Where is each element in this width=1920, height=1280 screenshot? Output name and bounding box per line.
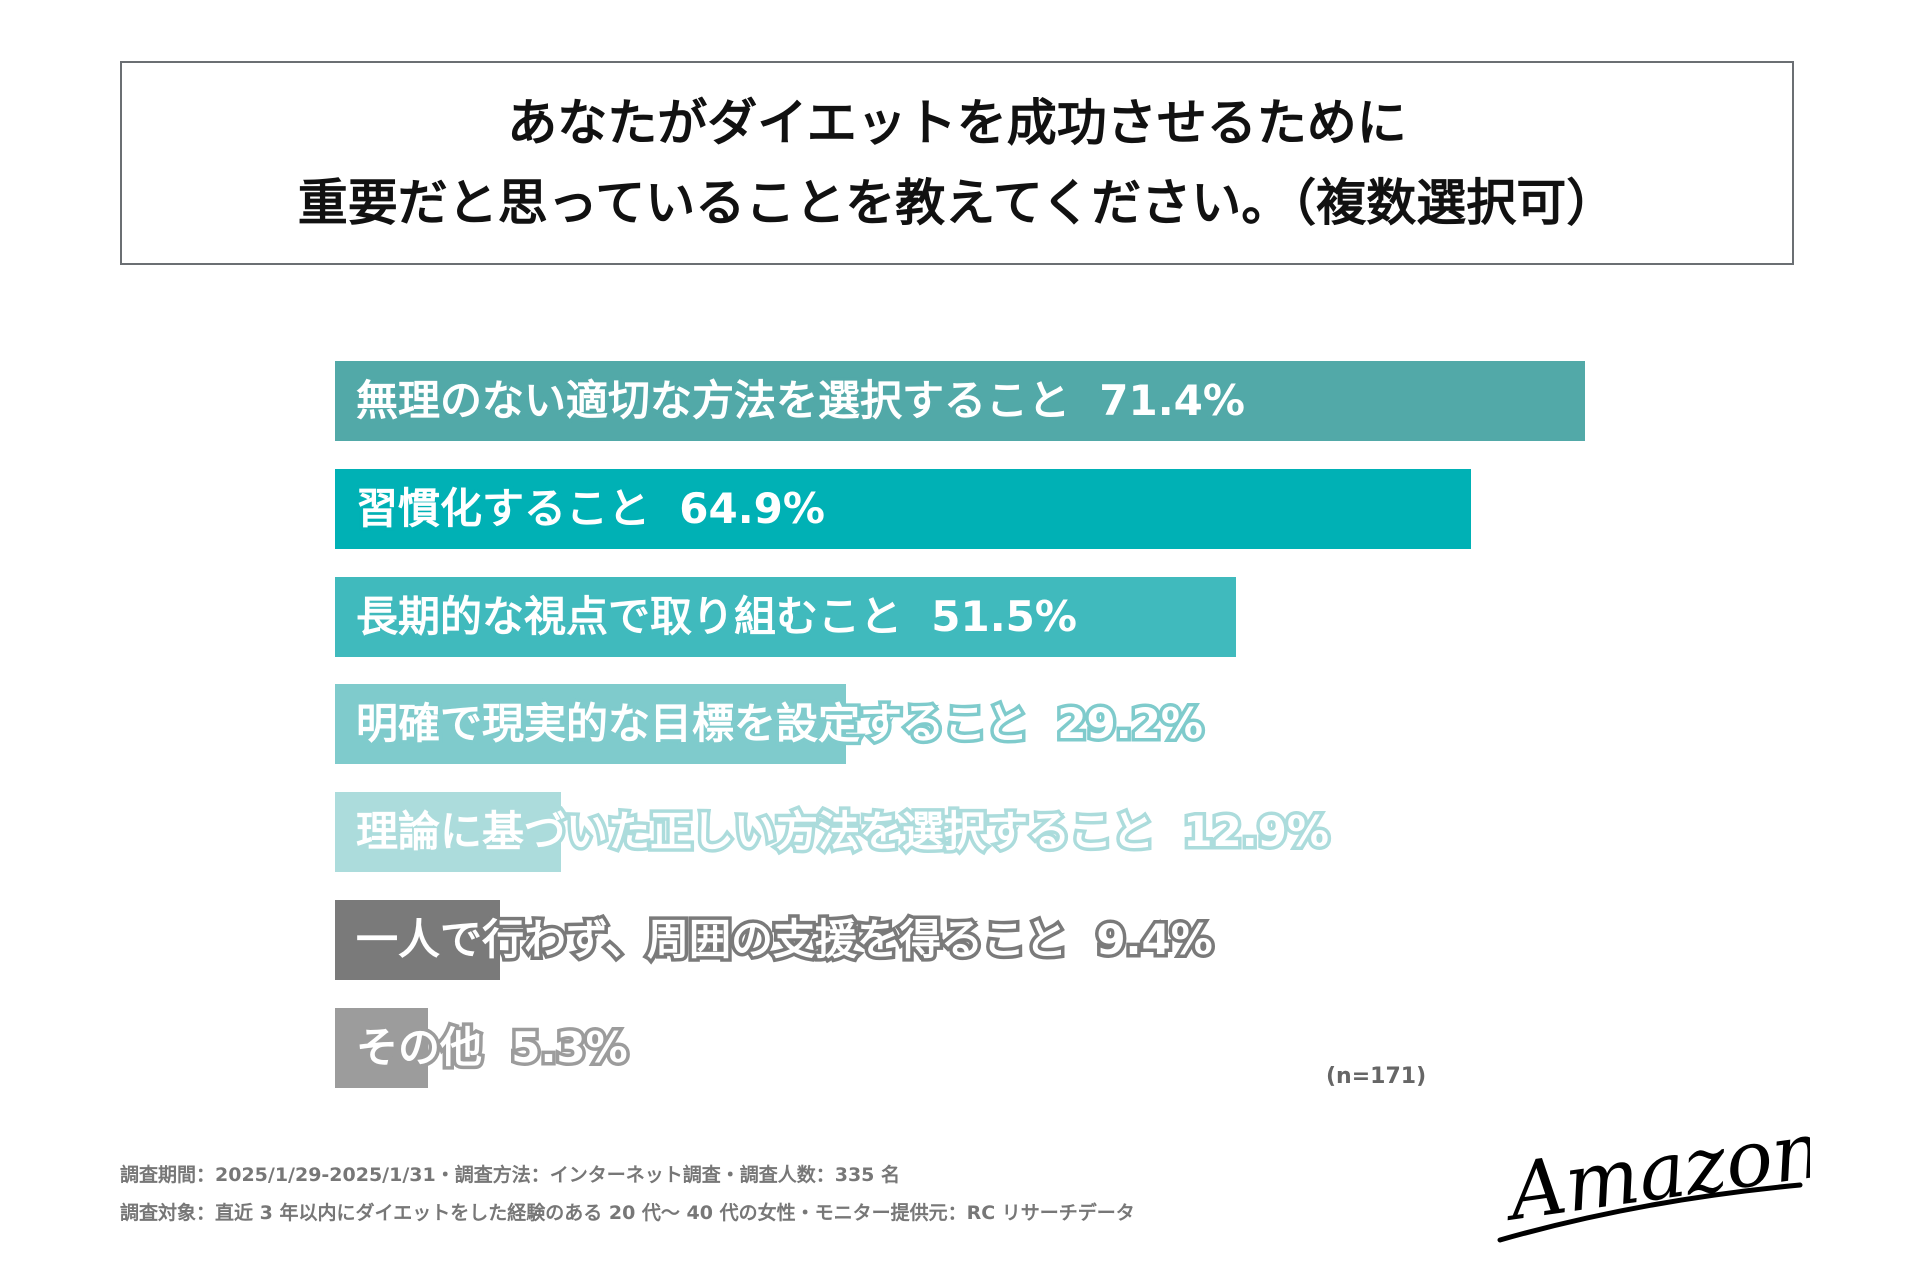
- bar-5: [335, 792, 561, 873]
- bar-4: [335, 684, 846, 765]
- category-label: その他: [352, 1019, 485, 1075]
- bar-label-5: 理論に基づいた正しい方法を選択すること 12.9%: [352, 792, 1333, 872]
- survey-target-note: 調査対象：直近 3 年以内にダイエットをした経験のある 20 代～ 40 代の女…: [120, 1202, 1135, 1224]
- survey-period-note: 調査期間：2025/1/29-2025/1/31・調査方法：インターネット調査・…: [120, 1164, 901, 1186]
- bar-label-6: 一人で行わず、周囲の支援を得ること 9.4%: [352, 900, 1217, 980]
- bar-7: [335, 1007, 428, 1088]
- title-line-1: あなたがダイエットを成功させるために: [507, 94, 1407, 152]
- bar-label-3: 長期的な視点で取り組むこと 51.5%: [352, 577, 1081, 657]
- category-label: 理論に基づいた正しい方法を選択すること: [352, 804, 1157, 860]
- bar-3: [335, 576, 1237, 657]
- bar-label-4: 明確で現実的な目標を設定すること 29.2%: [352, 684, 1207, 764]
- bar-label-1: 無理のない適切な方法を選択すること 71.4%: [352, 361, 1249, 441]
- category-label: 無理のない適切な方法を選択すること: [352, 373, 1073, 429]
- value-label: 51.5%: [928, 588, 1081, 644]
- amazones-logo: Amazones: [1497, 1115, 1810, 1243]
- category-label: 長期的な視点で取り組むこと: [352, 588, 905, 644]
- value-label: 29.2%: [1054, 696, 1207, 752]
- value-label: 71.4%: [1096, 373, 1249, 429]
- value-label: 5.3%: [508, 1019, 632, 1075]
- value-label: 64.9%: [676, 480, 829, 536]
- bar-label-7: その他 5.3%: [352, 1008, 632, 1088]
- question-title-box: あなたがダイエットを成功させるために 重要だと思っていることを教えてください。（…: [120, 61, 1794, 265]
- title-line-2: 重要だと思っていることを教えてください。（複数選択可）: [297, 174, 1617, 232]
- category-label: 明確で現実的な目標を設定すること: [352, 696, 1031, 752]
- bar-2: [335, 468, 1471, 549]
- sample-size-label: (n=171): [1326, 1064, 1427, 1089]
- bar-6: [335, 900, 500, 980]
- category-label: 一人で行わず、周囲の支援を得ること: [352, 912, 1070, 968]
- bar-label-2: 習慣化すること 64.9%: [352, 469, 829, 549]
- value-label: 12.9%: [1180, 804, 1333, 860]
- bar-1: [335, 361, 1585, 441]
- svg-text:Amazones: Amazones: [1498, 1115, 1810, 1239]
- category-label: 習慣化すること: [352, 480, 653, 536]
- value-label: 9.4%: [1093, 912, 1217, 968]
